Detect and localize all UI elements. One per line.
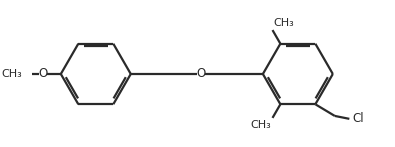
Text: O: O [196, 67, 205, 81]
Text: CH₃: CH₃ [1, 69, 22, 79]
Text: CH₃: CH₃ [251, 120, 271, 130]
Text: Cl: Cl [352, 112, 364, 125]
Text: O: O [39, 67, 48, 81]
Text: CH₃: CH₃ [273, 18, 294, 28]
